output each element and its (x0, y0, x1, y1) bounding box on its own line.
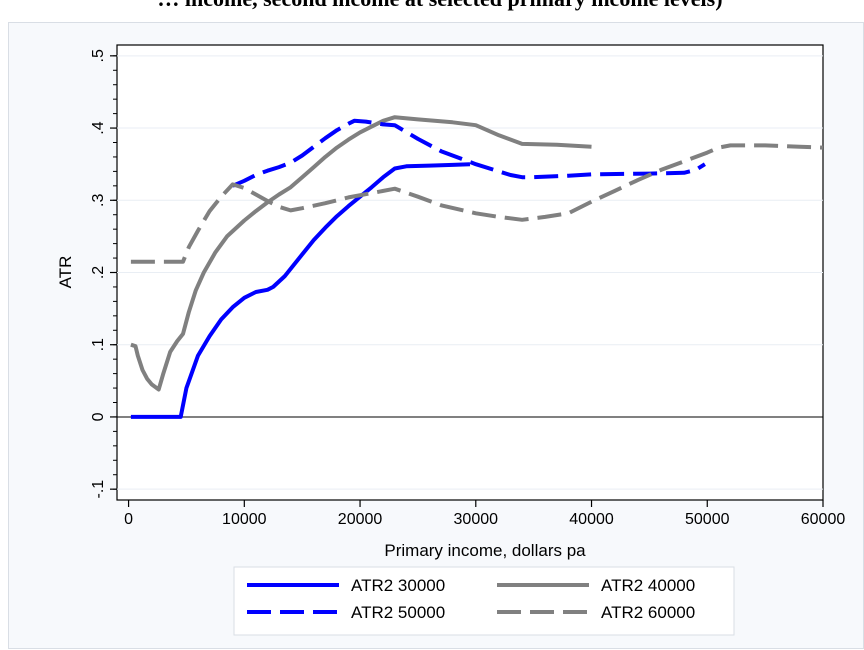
x-axis-title: Primary income, dollars pa (384, 541, 586, 560)
y-tick-label: -.1 (90, 480, 107, 499)
x-tick-label: 10000 (222, 511, 267, 528)
x-axis: 0 10000 20000 30000 40000 50000 60000 (124, 500, 845, 528)
line-chart: -.1 0 .1 .2 .3 .4 .5 0 10000 20000 30000 40000 5000… (56, 44, 845, 636)
series-lines (130, 115, 824, 419)
y-tick-label: .3 (90, 194, 107, 207)
x-tick-label: 60000 (801, 511, 846, 528)
y-tick-label: 0 (90, 412, 107, 421)
series-line-4 (130, 143, 824, 264)
series-line-1 (130, 162, 471, 419)
page-title: … income, second income at selected prim… (0, 0, 864, 12)
legend-label-2: ATR2 40000 (601, 576, 695, 595)
y-tick-label: .5 (90, 49, 107, 62)
legend-label-4: ATR2 60000 (601, 603, 695, 622)
legend: ATR2 30000 ATR2 40000 ATR2 50000 ATR2 60000 (233, 566, 735, 636)
x-tick-label: 30000 (454, 511, 499, 528)
y-axis: -.1 0 .1 .2 .3 .4 .5 (90, 49, 117, 499)
figure-frame: -.1 0 .1 .2 .3 .4 .5 0 10000 20000 30000 40000 5000… (8, 22, 864, 649)
reference-lines (117, 55, 823, 490)
x-tick-label: 50000 (685, 511, 730, 528)
legend-label-1: ATR2 30000 (351, 576, 445, 595)
x-tick-label: 20000 (338, 511, 383, 528)
legend-label-3: ATR2 50000 (351, 603, 445, 622)
x-tick-label: 40000 (569, 511, 614, 528)
legend-box (233, 566, 735, 636)
y-axis-title: ATR (56, 256, 75, 289)
y-tick-label: .4 (90, 121, 107, 134)
series-line-3 (231, 118, 706, 188)
y-tick-label: .2 (90, 266, 107, 279)
x-tick-label: 0 (124, 511, 133, 528)
y-tick-label: .1 (90, 338, 107, 351)
